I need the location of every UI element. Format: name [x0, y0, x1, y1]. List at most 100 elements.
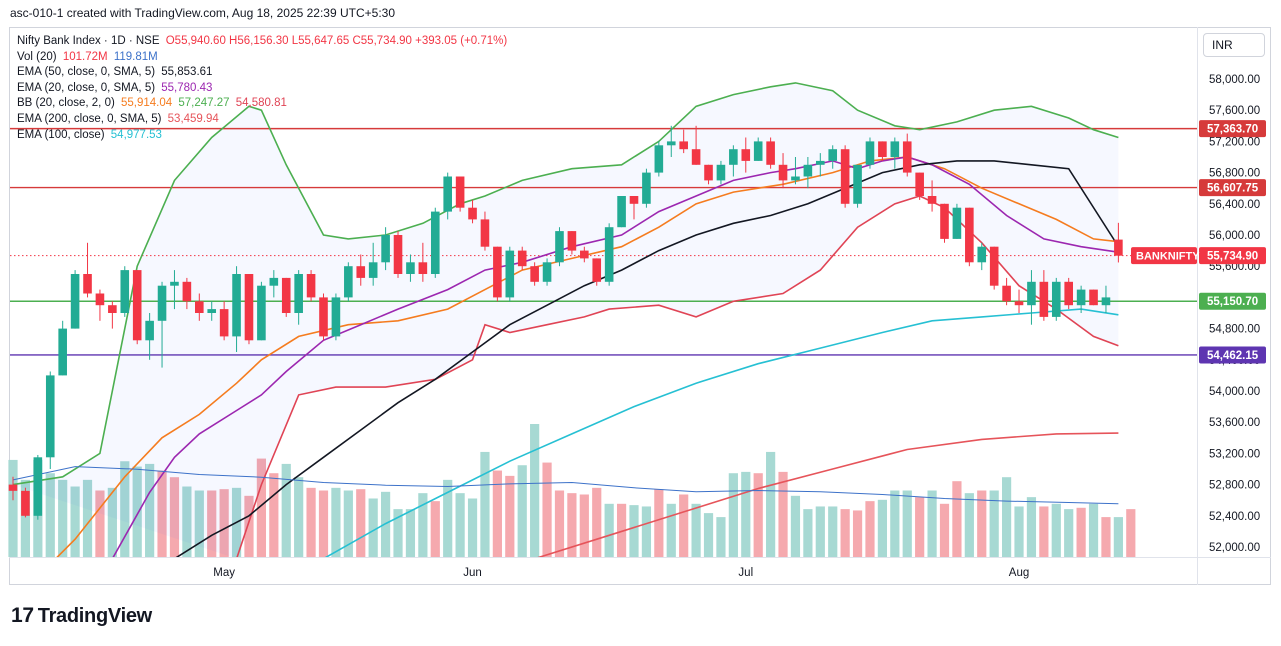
candle-body	[977, 246, 987, 263]
y-tick-label: 56,000.00	[1209, 230, 1260, 242]
chart-legend: Nifty Bank Index · 1D · NSE O55,940.60 H…	[17, 34, 507, 143]
candle-body	[791, 176, 800, 181]
price-level-value: 54,462.15	[1207, 350, 1259, 362]
price-level-value: 56,607.75	[1207, 183, 1259, 195]
candle-body	[368, 262, 378, 278]
ohlc-close: C55,734.90	[352, 35, 412, 47]
volume-bar	[865, 501, 875, 557]
indicator-line	[112, 156, 1119, 557]
candle-body	[207, 309, 217, 313]
x-tick-label: Jun	[463, 567, 482, 579]
volume-bar	[132, 466, 142, 557]
candle-body	[344, 266, 353, 298]
candle-body	[1076, 289, 1086, 306]
legend-ema100-row[interactable]: EMA (100, close) 54,977.53	[17, 128, 507, 144]
volume-bar	[455, 493, 465, 557]
candle-body	[70, 274, 80, 329]
volume-bar	[306, 487, 316, 557]
tradingview-logo: 17 TradingView	[11, 604, 152, 628]
candle-body	[95, 293, 105, 306]
candle-body	[244, 274, 254, 341]
legend-ema20-row[interactable]: EMA (20, close, 0, SMA, 5) 55,780.43	[17, 81, 507, 97]
candle-body	[691, 149, 701, 165]
price-level-badge	[1199, 120, 1266, 138]
volume-bar	[8, 459, 18, 557]
ohlc-high: H56,156.30	[229, 35, 289, 47]
candle-body	[1114, 239, 1123, 256]
candle-body	[480, 219, 490, 247]
legend-bb-row[interactable]: BB (20, close, 2, 0) 55,914.04 57,247.27…	[17, 96, 507, 112]
candle-body	[108, 305, 117, 313]
volume-bar	[890, 490, 900, 557]
volume-bar	[1064, 509, 1074, 557]
volume-bar	[331, 487, 341, 557]
candle-body	[1064, 281, 1073, 306]
candle-body	[567, 231, 577, 251]
volume-bar	[1014, 506, 1024, 557]
candle-body	[195, 301, 204, 313]
volume-bar	[728, 473, 738, 557]
candle-body	[468, 207, 477, 220]
volume-bar	[82, 479, 93, 557]
candle-body	[21, 490, 30, 516]
candle-body	[269, 277, 279, 286]
y-tick-label: 57,600.00	[1209, 105, 1260, 117]
volume-bar	[766, 451, 776, 557]
candle-body	[1002, 285, 1011, 302]
candle-body	[1089, 289, 1098, 306]
volume-bar	[840, 509, 850, 557]
volume-bar	[703, 513, 714, 557]
candle-body	[604, 227, 614, 282]
candle-body	[915, 172, 924, 196]
candle-body	[1014, 301, 1024, 306]
y-tick-label: 52,800.00	[1209, 480, 1260, 492]
candle-body	[443, 176, 452, 212]
volume-bar	[1051, 503, 1061, 557]
legend-ema50-row[interactable]: EMA (50, close, 0, SMA, 5) 55,853.61	[17, 65, 507, 81]
indicator-line	[12, 82, 1119, 486]
price-level-badge	[1199, 292, 1266, 310]
candle-body	[157, 285, 167, 321]
indicator-line	[175, 160, 1120, 557]
candle-body	[940, 203, 949, 239]
legend-vol-row[interactable]: Vol (20) 101.72M 119.81M	[17, 50, 507, 66]
candle-body	[257, 285, 266, 341]
volume-bar	[666, 503, 676, 557]
candle-body	[902, 141, 912, 173]
y-tick-label: 56,400.00	[1209, 199, 1260, 211]
legend-ema200-row[interactable]: EMA (200, close, 0, SMA, 5) 53,459.94	[17, 112, 507, 128]
volume-bar	[1002, 477, 1012, 557]
currency-selector[interactable]: INR	[1203, 33, 1265, 57]
candle-body	[952, 207, 962, 239]
x-tick-label: Jul	[738, 567, 753, 579]
volume-bar	[269, 473, 279, 557]
tradingview-logo-text: TradingView	[37, 605, 152, 627]
ema50-value: 55,853.61	[161, 66, 213, 79]
ema200-value: 53,459.94	[167, 112, 219, 125]
volume-bar	[517, 465, 527, 557]
candle-body	[828, 149, 838, 161]
legend-symbol-row[interactable]: Nifty Bank Index · 1D · NSE O55,940.60 H…	[17, 34, 507, 50]
candle-body	[965, 207, 974, 263]
candle-body	[493, 246, 502, 298]
volume-bar	[194, 490, 204, 557]
volume-bar	[443, 479, 453, 557]
volume-bar	[356, 489, 366, 557]
candle-body	[294, 274, 303, 313]
candle-body	[1027, 281, 1036, 306]
candle-body	[145, 320, 154, 341]
volume-bar	[530, 424, 540, 557]
candle-body	[816, 160, 825, 165]
volume-bar	[877, 499, 887, 557]
volume-bar	[120, 461, 130, 557]
price-axis-separator	[1197, 27, 1198, 585]
volume-bar	[95, 490, 105, 557]
volume-bar	[604, 503, 614, 557]
candle-body	[1051, 281, 1061, 317]
candle-body	[1101, 297, 1111, 306]
volume-bar	[977, 490, 987, 557]
volume-bar	[467, 498, 478, 557]
candle-body	[356, 266, 366, 278]
candle-body	[331, 297, 341, 337]
